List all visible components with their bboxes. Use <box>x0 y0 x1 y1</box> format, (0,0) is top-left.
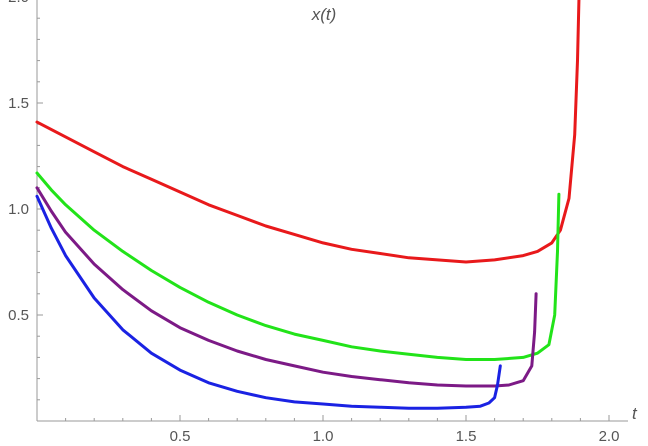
y-tick-label: 1.5 <box>8 95 29 112</box>
y-tick-label: 1.0 <box>8 201 29 218</box>
series-group <box>35 0 581 410</box>
series-line-2 <box>35 171 561 361</box>
series-line-4 <box>35 194 502 410</box>
chart-title: x(t) <box>311 5 337 24</box>
y-ticks: 0.51.01.52.02.5 <box>8 0 43 401</box>
series-line-1 <box>35 0 581 264</box>
x-axis-label: t <box>632 404 638 423</box>
y-tick-label: 0.5 <box>8 307 29 324</box>
x-tick-label: 1.5 <box>456 428 477 445</box>
x-tick-label: 2.0 <box>599 428 620 445</box>
x-tick-label: 0.5 <box>170 428 191 445</box>
series-line-3 <box>35 186 538 388</box>
x-ticks: 0.5 1.0 1.5 2.0 <box>65 415 620 445</box>
y-tick-label: 2.0 <box>8 0 29 6</box>
x-tick-label: 1.0 <box>313 428 334 445</box>
axes: 0.51.01.52.0 0.51.01.52.02.5 <box>8 0 628 445</box>
